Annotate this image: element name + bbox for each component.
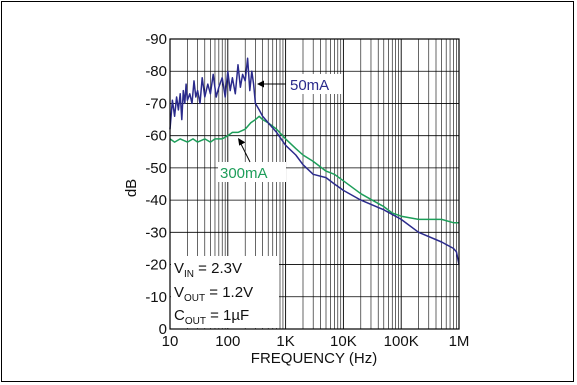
y-tick-label-4: -40 — [145, 192, 167, 209]
cond-vin: VIN = 2.3V — [174, 260, 242, 280]
arrow-300ma — [239, 141, 251, 163]
plot-border — [169, 38, 460, 330]
y-tick-label-3: -30 — [145, 224, 167, 241]
x-tick-label-4: 100K — [384, 333, 419, 350]
y-tick-label-5: -50 — [145, 160, 167, 177]
y-tick-label-0: 0 — [159, 321, 167, 338]
arrowhead-300ma — [238, 138, 246, 146]
series-lines — [169, 57, 460, 265]
series-line-50ma — [169, 57, 460, 265]
conditions-box — [171, 256, 279, 328]
label-50ma: 50mA — [290, 77, 329, 94]
label-300ma-bg — [218, 162, 286, 182]
y-tick-label-6: -60 — [145, 128, 167, 145]
y-axis-label: dB — [123, 179, 140, 197]
label-300ma: 300mA — [220, 165, 268, 182]
x-tick-label-3: 10K — [330, 333, 357, 350]
y-tick-label-7: -70 — [145, 95, 167, 112]
tick-labels: 0 -10 -20 -30 -40 -50 -60 -70 -80 -90 10 100 1K 10K 10… — [145, 31, 469, 350]
series-line-300ma — [169, 115, 459, 224]
y-tick-label-8: -80 — [145, 63, 167, 80]
cond-cout: COUT = 1µF — [174, 307, 249, 327]
cond-vout: VOUT = 1.2V — [174, 284, 253, 304]
y-tick-label-2: -20 — [145, 257, 167, 274]
y-tick-label-9: -90 — [145, 31, 167, 48]
label-50ma-bg — [288, 74, 342, 94]
x-tick-label-5: 1M — [449, 333, 470, 350]
x-tick-label-0: 10 — [162, 333, 179, 350]
x-axis-label: FREQUENCY (Hz) — [251, 350, 377, 367]
x-tick-label-1: 100 — [215, 333, 240, 350]
y-tick-label-1: -10 — [145, 289, 167, 306]
x-tick-label-2: 1K — [276, 333, 294, 350]
arrowhead-50ma — [257, 80, 264, 88]
